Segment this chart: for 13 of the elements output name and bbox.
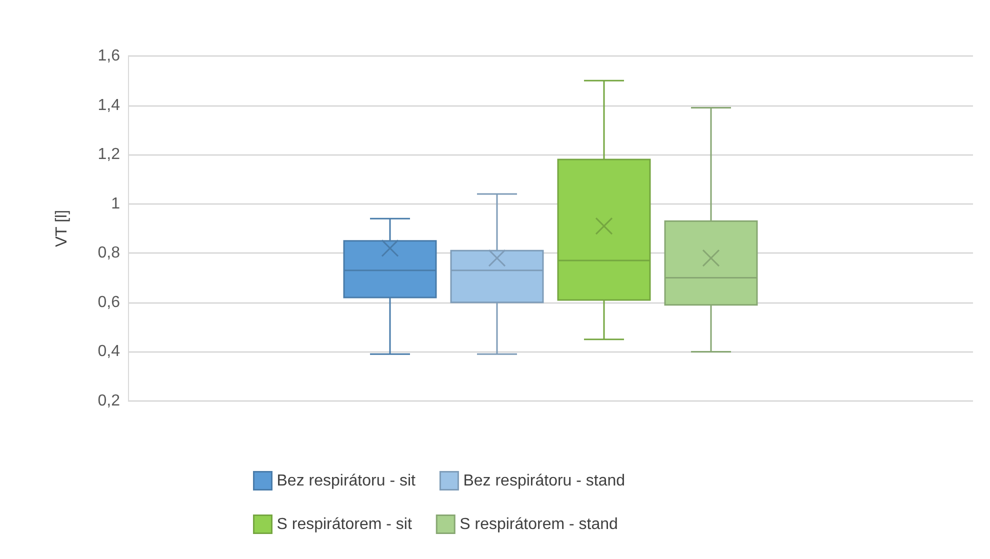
legend-label: S respirátorem - sit	[276, 516, 412, 533]
y-tick-label: 0,2	[98, 392, 120, 410]
y-tick-label: 1,4	[98, 96, 120, 114]
legend-label: Bez respirátoru - stand	[463, 472, 626, 490]
y-tick-label: 1,6	[98, 48, 120, 64]
y-tick-label: 1	[111, 195, 120, 212]
y-tick-label: 0,6	[98, 294, 120, 311]
y-axis-title: VT [l]	[54, 210, 70, 248]
y-tick-label: 0,4	[98, 343, 120, 360]
y-tick-label: 0,8	[98, 244, 120, 262]
y-tick-label: 1,2	[98, 146, 120, 164]
legend-label: Bez respirátoru - sit	[276, 472, 416, 490]
legend-label: S respirátorem - stand	[460, 516, 618, 533]
